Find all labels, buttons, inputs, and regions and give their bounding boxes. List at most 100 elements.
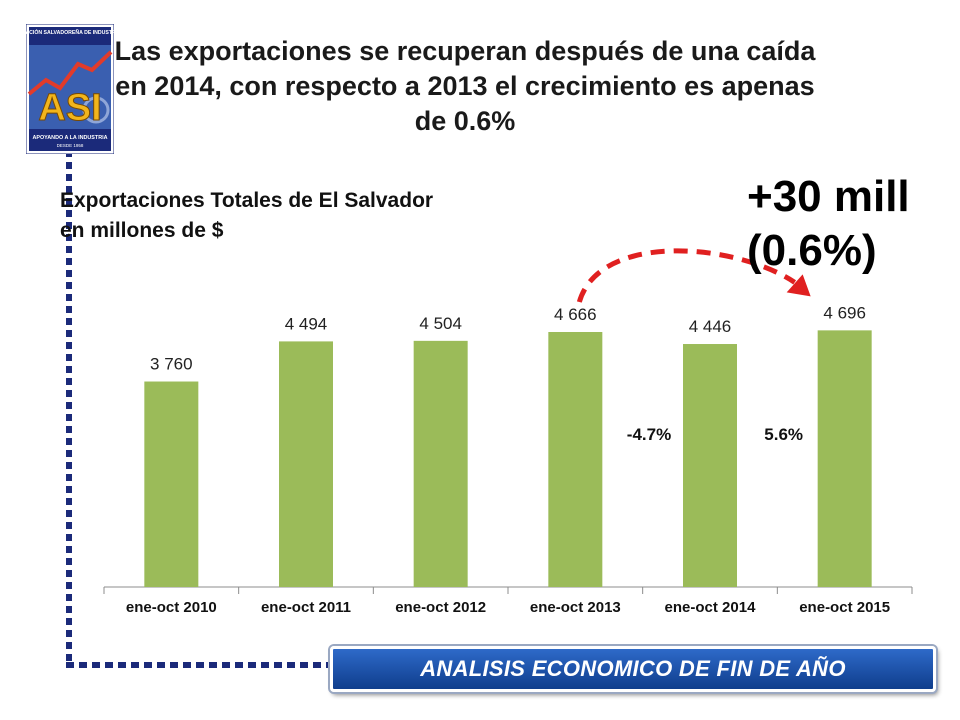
- frame-dot: [105, 662, 113, 668]
- x-tick-label: ene-oct 2014: [665, 599, 757, 616]
- bar: [683, 344, 737, 587]
- frame-dot: [79, 662, 87, 668]
- slide-title: Las exportaciones se recuperan después d…: [114, 36, 816, 136]
- frame-dot: [66, 558, 72, 565]
- frame-dot: [66, 174, 72, 181]
- growth-arrow-head: [786, 274, 811, 297]
- x-tick-label: ene-oct 2011: [261, 599, 351, 616]
- frame-dot: [66, 662, 74, 668]
- frame-dot: [66, 390, 72, 397]
- frame-dot: [261, 662, 269, 668]
- frame-dot: [66, 306, 72, 313]
- frame-dot: [66, 426, 72, 433]
- chart-subtitle: Exportaciones Totales de El Salvador en …: [60, 186, 433, 246]
- frame-dot: [66, 198, 72, 205]
- svg-text:DESDE 1958: DESDE 1958: [57, 143, 84, 148]
- frame-dot: [66, 402, 72, 409]
- frame-dot: [66, 486, 72, 493]
- growth-highlight: +30 mill (0.6%): [747, 170, 910, 278]
- growth-annotation: -4.7%: [627, 425, 671, 444]
- frame-dot: [118, 662, 126, 668]
- frame-dot: [66, 498, 72, 505]
- growth-highlight-amount: +30 mill: [747, 172, 910, 221]
- bar: [817, 330, 872, 587]
- chart-subtitle-line1: Exportaciones Totales de El Salvador: [60, 189, 434, 212]
- frame-dot: [66, 546, 72, 553]
- frame-dot: [66, 570, 72, 577]
- frame-dot: [66, 522, 72, 529]
- bar: [279, 341, 333, 587]
- frame-dot: [66, 582, 72, 589]
- frame-dot: [248, 662, 256, 668]
- frame-dot: [66, 282, 72, 289]
- chart-subtitle-line2: en millones de $: [60, 219, 224, 242]
- frame-dot: [66, 474, 72, 481]
- frame-dot: [183, 662, 191, 668]
- frame-dot: [66, 618, 72, 625]
- frame-dot: [300, 662, 308, 668]
- frame-dot: [287, 662, 295, 668]
- bar: [413, 340, 468, 587]
- frame-dot: [209, 662, 217, 668]
- frame-dot: [66, 654, 72, 661]
- frame-dot: [66, 534, 72, 541]
- frame-dot: [66, 318, 72, 325]
- frame-dot: [66, 342, 72, 349]
- growth-annotation: 5.6%: [764, 425, 803, 444]
- frame-dot: [66, 234, 72, 241]
- bar-value-label: 4 446: [689, 317, 732, 336]
- x-tick-label: ene-oct 2015: [799, 599, 890, 616]
- bar: [144, 381, 199, 587]
- frame-dot: [66, 294, 72, 301]
- svg-text:ASOCIACIÓN SALVADOREÑA DE INDU: ASOCIACIÓN SALVADOREÑA DE INDUSTRIALES: [26, 28, 114, 36]
- frame-dot: [196, 662, 204, 668]
- x-tick-label: ene-oct 2013: [530, 599, 621, 616]
- frame-dot: [66, 354, 72, 361]
- bar: [548, 332, 603, 587]
- bar-value-label: 3 760: [150, 355, 193, 374]
- frame-dot: [66, 606, 72, 613]
- svg-text:APOYANDO A LA INDUSTRIA: APOYANDO A LA INDUSTRIA: [33, 135, 108, 141]
- frame-dot: [66, 330, 72, 337]
- frame-dot: [157, 662, 165, 668]
- frame-dot: [66, 186, 72, 193]
- svg-text:ASI: ASI: [38, 87, 101, 129]
- frame-dot: [170, 662, 178, 668]
- frame-dot: [66, 258, 72, 265]
- frame-dot: [66, 630, 72, 637]
- bar-value-label: 4 666: [554, 305, 597, 324]
- frame-dot: [66, 414, 72, 421]
- frame-dot: [131, 662, 139, 668]
- frame-dot: [66, 270, 72, 277]
- frame-dot: [66, 222, 72, 229]
- frame-dot: [222, 662, 230, 668]
- frame-dot: [66, 462, 72, 469]
- dotted-frame: [66, 150, 334, 668]
- frame-dot: [313, 662, 321, 668]
- growth-highlight-percent: (0.6%): [747, 226, 877, 275]
- x-tick-label: ene-oct 2012: [395, 599, 486, 616]
- frame-dot: [66, 210, 72, 217]
- frame-dot: [235, 662, 243, 668]
- frame-dot: [66, 378, 72, 385]
- bar-value-label: 4 504: [419, 314, 462, 333]
- frame-dot: [274, 662, 282, 668]
- growth-arrow: [576, 248, 797, 303]
- bar-value-label: 4 696: [823, 303, 866, 322]
- plot-area: 3 760 4 494 4 504 4 666 4 446 4 696 ene-oct 2…: [103, 248, 913, 616]
- x-tick-label: ene-oct 2010: [126, 599, 217, 616]
- bar-value-label: 4 494: [285, 314, 328, 333]
- frame-dot: [66, 438, 72, 445]
- frame-dot: [144, 662, 152, 668]
- frame-dot: [66, 366, 72, 373]
- frame-dot: [66, 642, 72, 649]
- frame-dot: [66, 450, 72, 457]
- frame-dot: [92, 662, 100, 668]
- frame-dot: [66, 246, 72, 253]
- frame-dot: [66, 162, 72, 169]
- frame-dot: [66, 594, 72, 601]
- frame-dot: [66, 510, 72, 517]
- footer-banner: ANALISIS ECONOMICO DE FIN DE AÑO: [330, 646, 936, 692]
- asi-logo: ASOCIACIÓN SALVADOREÑA DE INDUSTRIALES A…: [9, 23, 132, 155]
